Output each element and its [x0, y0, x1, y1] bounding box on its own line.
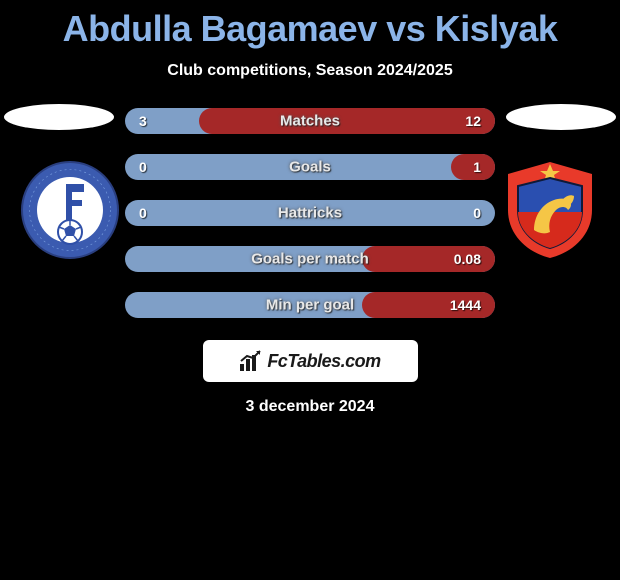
stat-bar: Goals per match0.08 [125, 246, 495, 272]
date-text: 3 december 2024 [0, 398, 620, 416]
stat-value-left: 3 [139, 113, 147, 129]
stat-bars: 3Matches120Goals10Hattricks0Goals per ma… [125, 108, 495, 318]
subtitle: Club competitions, Season 2024/2025 [0, 62, 620, 80]
stat-value-right: 1 [473, 159, 481, 175]
brand-plate: FcTables.com [203, 340, 418, 382]
comparison-content: 3Matches120Goals10Hattricks0Goals per ma… [0, 108, 620, 416]
stat-bar: 0Hattricks0 [125, 200, 495, 226]
club-badge-left [20, 160, 120, 260]
stat-label: Hattricks [125, 205, 495, 222]
stat-value-right: 1444 [450, 297, 481, 313]
page-title: Abdulla Bagamaev vs Kislyak [0, 0, 620, 50]
stat-value-right: 12 [465, 113, 481, 129]
stat-bar-fill [199, 108, 495, 134]
stat-value-left: 0 [139, 205, 147, 221]
brand-text: FcTables.com [267, 351, 380, 372]
stat-bar: Min per goal1444 [125, 292, 495, 318]
oval-left [4, 104, 114, 130]
oval-right [506, 104, 616, 130]
chart-icon [239, 350, 263, 372]
stat-value-left: 0 [139, 159, 147, 175]
stat-bar: 3Matches12 [125, 108, 495, 134]
club-badge-right [500, 160, 600, 260]
stat-bar: 0Goals1 [125, 154, 495, 180]
stat-value-right: 0.08 [454, 251, 481, 267]
stat-label: Goals [125, 159, 495, 176]
stat-value-right: 0 [473, 205, 481, 221]
